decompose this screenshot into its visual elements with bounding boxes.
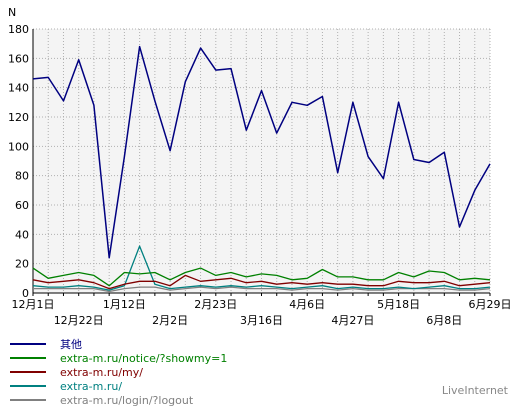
brand-label: LiveInternet bbox=[441, 384, 508, 397]
legend-item: extra-m.ru/login/?logout bbox=[10, 393, 227, 407]
y-tick-label: 100 bbox=[8, 140, 29, 153]
y-tick-label: 20 bbox=[15, 258, 29, 271]
legend-label: 其他 bbox=[60, 338, 82, 351]
x-tick-label: 1月12日 bbox=[103, 298, 146, 311]
chart: N 0 20 40 60 80 100 120 140 160 180 12月1日 1月12日 2月23… bbox=[8, 6, 512, 327]
legend-item: extra-m.ru/ bbox=[10, 379, 227, 393]
plot-area: 0 20 40 60 80 100 120 140 160 180 12月1日 1月12日 2月23日 4… bbox=[8, 23, 512, 327]
y-tick-label: 140 bbox=[8, 82, 29, 95]
series-line bbox=[32, 245, 491, 291]
legend-swatch bbox=[10, 357, 46, 359]
legend-swatch bbox=[10, 385, 46, 387]
y-tick-label: 180 bbox=[8, 23, 29, 36]
series-line bbox=[32, 274, 491, 290]
series-line bbox=[32, 267, 491, 287]
legend-label: extra-m.ru/my/ bbox=[60, 365, 143, 379]
y-tick-label: 40 bbox=[15, 228, 29, 241]
x-tick-label: 4月27日 bbox=[331, 314, 374, 327]
y-tick-label: 60 bbox=[15, 199, 29, 212]
legend-label: extra-m.ru/ bbox=[60, 379, 123, 393]
legend-label: extra-m.ru/notice/?showmy=1 bbox=[60, 351, 228, 365]
y-axis-unit-label: N bbox=[8, 6, 16, 19]
legend-item: extra-m.ru/notice/?showmy=1 bbox=[10, 351, 227, 365]
legend: 其他 extra-m.ru/notice/?showmy=1 extra-m.ru/… bbox=[10, 337, 227, 407]
legend-label: extra-m.ru/login/?logout bbox=[60, 393, 194, 407]
x-tick-label: 6月8日 bbox=[426, 314, 462, 327]
legend-swatch bbox=[10, 371, 46, 373]
series-line bbox=[32, 45, 491, 259]
legend-item: 其他 bbox=[10, 337, 227, 351]
x-tick-label: 3月16日 bbox=[240, 314, 283, 327]
x-tick-label: 2月23日 bbox=[194, 298, 237, 311]
y-tick-label: 160 bbox=[8, 52, 29, 65]
x-tick-label: 5月18日 bbox=[377, 298, 420, 311]
x-tick-label: 12月1日 bbox=[12, 298, 55, 311]
legend-item: extra-m.ru/my/ bbox=[10, 365, 227, 379]
x-tick-label: 4月6日 bbox=[289, 298, 325, 311]
x-tick-label: 12月22日 bbox=[54, 314, 104, 327]
x-tick-label: 2月2日 bbox=[152, 314, 188, 327]
x-tick-label: 6月29日 bbox=[469, 298, 512, 311]
legend-swatch bbox=[10, 399, 46, 401]
y-tick-label: 80 bbox=[15, 170, 29, 183]
legend-swatch bbox=[10, 343, 46, 345]
y-tick-label: 0 bbox=[22, 287, 29, 300]
y-tick-label: 120 bbox=[8, 111, 29, 124]
